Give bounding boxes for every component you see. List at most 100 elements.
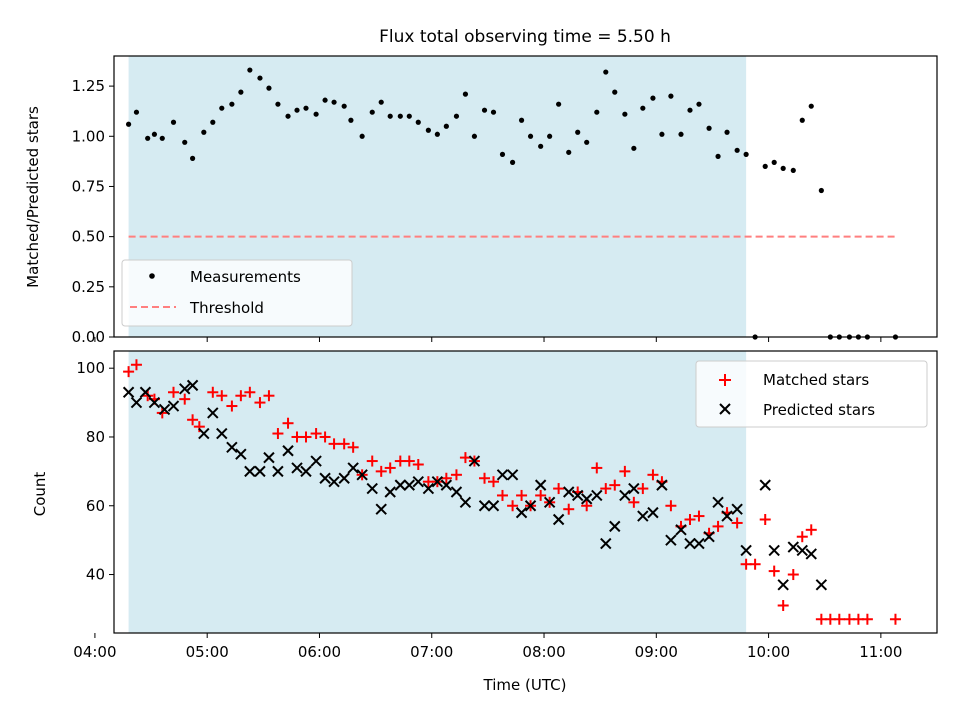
measurement-point bbox=[594, 109, 600, 115]
predicted-star-point bbox=[291, 462, 303, 474]
matched-star-point bbox=[207, 386, 219, 398]
measurement-point bbox=[201, 129, 207, 135]
measurement-point bbox=[650, 95, 656, 101]
measurement-point bbox=[415, 119, 421, 125]
matched-star-point bbox=[440, 472, 452, 484]
measurement-point bbox=[818, 187, 824, 194]
matched-star-point bbox=[272, 428, 284, 440]
predicted-star-point bbox=[656, 479, 668, 491]
bottom-xtick-label: 08:00 bbox=[522, 643, 565, 661]
predicted-star-point bbox=[235, 448, 247, 460]
bottom-ytick-label: 40 bbox=[86, 566, 105, 584]
predicted-star-point bbox=[300, 465, 312, 478]
predicted-star-point bbox=[721, 510, 733, 522]
measurement-point bbox=[322, 97, 328, 103]
predicted-star-point bbox=[347, 462, 359, 474]
measurement-point bbox=[170, 119, 177, 125]
matched-star-point bbox=[684, 514, 696, 526]
matched-star-point bbox=[403, 455, 415, 467]
matched-star-point bbox=[310, 428, 322, 440]
measurement-point bbox=[622, 111, 628, 117]
matched-star-point bbox=[553, 483, 565, 495]
bottom-xtick-label: 09:00 bbox=[635, 643, 678, 661]
predicted-star-point bbox=[478, 500, 491, 512]
top-ytick-label: 0.50 bbox=[72, 228, 105, 246]
bottom-legend: Matched stars Predicted stars bbox=[695, 360, 928, 428]
measurement-point bbox=[294, 107, 300, 113]
matched-star-point bbox=[282, 417, 294, 429]
matched-legend-marker bbox=[719, 374, 731, 386]
predicted-star-point bbox=[459, 496, 472, 509]
top-ytick-label: 1.25 bbox=[72, 77, 105, 95]
measurement-point bbox=[668, 93, 674, 99]
matched-star-point bbox=[319, 431, 331, 443]
predicted-star-point bbox=[167, 400, 180, 412]
predicted-star-point bbox=[412, 475, 424, 488]
predicted-star-point bbox=[394, 479, 407, 491]
matched-star-point bbox=[693, 510, 705, 522]
measurement-point bbox=[780, 165, 786, 171]
matched-star-point bbox=[861, 613, 873, 625]
measurement-point bbox=[313, 111, 319, 117]
predicted-star-point bbox=[647, 506, 659, 519]
x-axis-label: Time (UTC) bbox=[483, 676, 567, 694]
measurement-point bbox=[387, 113, 393, 119]
measurement-point bbox=[734, 147, 740, 153]
threshold-legend-label: Threshold bbox=[189, 299, 264, 317]
bottom-xtick-label: 04:00 bbox=[73, 643, 116, 661]
predicted-star-point bbox=[515, 506, 528, 519]
measurement-point bbox=[490, 109, 497, 115]
predicted-star-point bbox=[524, 500, 537, 512]
measurement-point bbox=[238, 89, 244, 95]
measurement-point bbox=[659, 131, 665, 137]
predicted-star-point bbox=[130, 396, 143, 409]
measurement-point bbox=[453, 113, 460, 119]
predicted-star-point bbox=[572, 489, 584, 502]
measurement-point bbox=[603, 69, 609, 75]
bottom-xtick-label: 06:00 bbox=[298, 643, 341, 661]
predicted-star-point bbox=[244, 465, 256, 478]
measurements-legend-label: Measurements bbox=[190, 268, 301, 286]
matched-star-point bbox=[637, 483, 649, 495]
measurement-point bbox=[443, 123, 449, 129]
predicted-star-point bbox=[366, 482, 378, 495]
matched-star-point bbox=[563, 503, 575, 515]
predicted-star-point bbox=[768, 544, 780, 557]
matched-star-point bbox=[179, 393, 191, 405]
predicted-star-point bbox=[759, 479, 771, 491]
chart-title: Flux total observing time = 5.50 h bbox=[379, 27, 671, 47]
matched-star-point bbox=[535, 489, 547, 501]
predicted-star-point bbox=[777, 579, 789, 591]
measurement-point bbox=[575, 129, 581, 135]
bottom-legend-box bbox=[695, 360, 928, 428]
matched-star-point bbox=[609, 479, 621, 491]
predicted-legend-marker bbox=[719, 403, 731, 415]
predicted-star-point bbox=[338, 472, 350, 484]
bottom-axes-frame bbox=[113, 350, 938, 634]
predicted-star-point bbox=[254, 465, 266, 478]
predicted-star-point bbox=[158, 403, 171, 416]
measurement-point bbox=[159, 135, 165, 141]
predicted-star-point bbox=[693, 537, 705, 550]
measurement-point bbox=[145, 135, 151, 141]
matched-star-point bbox=[168, 386, 180, 398]
top-panel: 0.00 0.25 0.50 0.75 1.00 1.25 Matched/Predict… bbox=[24, 55, 938, 346]
predicted-star-point bbox=[637, 510, 649, 522]
matched-star-point bbox=[412, 458, 424, 470]
predicted-star-point bbox=[431, 475, 444, 488]
matched-star-point bbox=[647, 469, 659, 481]
measurement-point bbox=[257, 75, 263, 81]
predicted-star-point bbox=[198, 427, 210, 440]
matched-star-point bbox=[496, 489, 508, 501]
measurement-point bbox=[509, 159, 516, 165]
matched-star-point bbox=[777, 599, 789, 611]
predicted-star-point bbox=[787, 541, 799, 553]
top-ytick-label: 0.00 bbox=[72, 328, 105, 346]
matched-star-point bbox=[366, 455, 378, 467]
predicted-star-point bbox=[356, 469, 368, 481]
measurement-point bbox=[518, 117, 525, 123]
matched-star-point bbox=[450, 469, 462, 481]
predicted-star-point bbox=[319, 472, 331, 484]
predicted-star-point bbox=[272, 465, 284, 478]
